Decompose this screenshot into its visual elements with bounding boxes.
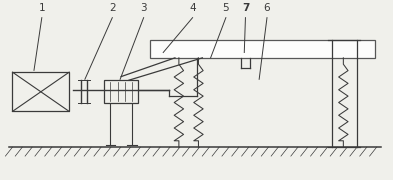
Text: 3: 3 [140,3,147,13]
Bar [105,80,138,102]
Bar [149,40,375,58]
Text: 4: 4 [189,3,196,13]
Text: 7: 7 [242,3,249,13]
Bar [13,72,69,111]
Text: 5: 5 [222,3,229,13]
Text: 1: 1 [39,3,45,13]
Text: 2: 2 [109,3,116,13]
Text: 6: 6 [264,3,270,13]
